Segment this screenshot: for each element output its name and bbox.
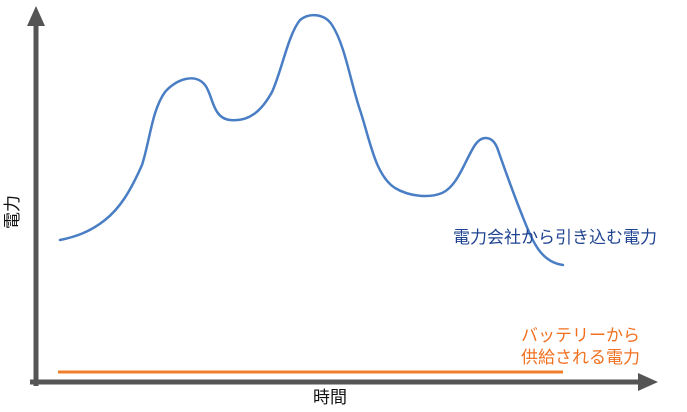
y-axis-label: 電力 <box>3 195 23 229</box>
y-axis-arrow <box>27 6 45 26</box>
x-axis-label: 時間 <box>313 388 347 408</box>
grid-power-label: 電力会社から引き込む電力 <box>453 228 657 248</box>
battery-power-label: 供給される電力 <box>521 348 640 368</box>
battery-power-label: バッテリーから <box>521 326 640 346</box>
x-axis-arrow <box>638 373 658 391</box>
grid-power-curve <box>58 13 565 267</box>
